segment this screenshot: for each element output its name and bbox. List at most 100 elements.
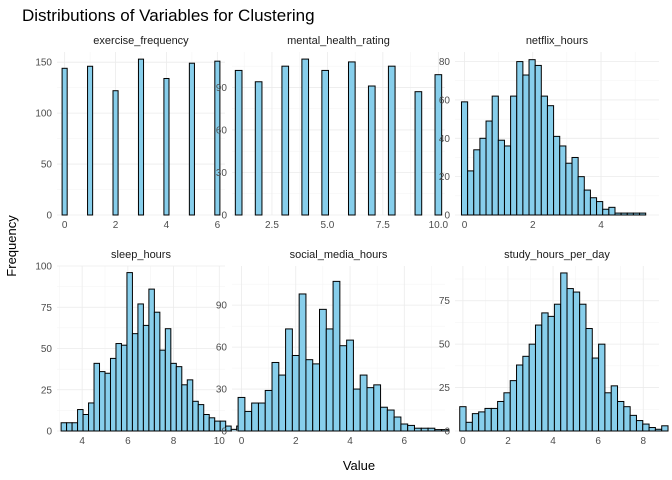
histogram-bar <box>339 345 348 432</box>
histogram-bar <box>244 410 253 432</box>
histogram-bar <box>237 396 246 432</box>
histogram-bar <box>639 212 647 216</box>
histogram-bar <box>203 414 210 432</box>
y-tick-label: 0 <box>46 211 52 222</box>
y-tick-label: 75 <box>439 296 451 307</box>
x-tick-label: 4 <box>598 220 604 231</box>
histogram-bar <box>560 272 568 432</box>
x-tick-label: 6 <box>595 436 601 447</box>
histogram-bar <box>589 197 598 216</box>
histogram-bar <box>540 95 548 216</box>
facet-strip-label: social_media_hours <box>290 249 388 261</box>
x-axis-title: Value <box>343 458 375 473</box>
histogram-bar <box>99 371 106 432</box>
histogram-bar <box>491 95 499 216</box>
y-tick-label: 100 <box>35 262 52 273</box>
y-tick-label: 25 <box>439 383 451 394</box>
histogram-bar <box>254 81 263 216</box>
histogram-bar <box>434 429 443 432</box>
histogram-bar <box>321 69 330 216</box>
histogram-bar <box>66 422 73 432</box>
histogram-bar <box>516 364 524 432</box>
histogram-bar <box>386 409 395 432</box>
histogram-bar <box>478 411 486 432</box>
histogram-bar <box>400 423 409 432</box>
histogram-bar <box>610 385 619 432</box>
x-tick-label: 2 <box>293 436 299 447</box>
histogram-bar <box>467 170 475 216</box>
x-tick-label: 0 <box>62 220 68 231</box>
histogram-bar <box>380 406 388 432</box>
histogram-bar <box>661 425 669 432</box>
histogram-bar <box>484 407 492 432</box>
histogram-bar <box>112 90 119 216</box>
histogram-bar <box>298 293 307 432</box>
histogram-bar <box>131 333 139 432</box>
histogram-bar <box>115 343 122 432</box>
histogram-bar <box>387 65 396 216</box>
histogram-bar <box>420 427 429 432</box>
histogram-bar <box>163 77 170 216</box>
y-axis-title: Frequency <box>4 215 19 277</box>
histogram-bar <box>572 291 581 432</box>
x-tick-label: 0 <box>460 436 466 447</box>
histogram-bar <box>93 362 101 432</box>
histogram-bar <box>281 65 290 216</box>
histogram-bar <box>393 416 402 432</box>
histogram-bar <box>264 389 273 432</box>
histogram-bar <box>510 95 518 216</box>
histogram-bar <box>522 355 530 432</box>
histogram-bar <box>654 428 663 432</box>
facet-strip-label: exercise_frequency <box>93 35 189 47</box>
y-tick-label: 75 <box>41 303 53 314</box>
histogram-bar <box>553 135 561 216</box>
histogram-bar <box>427 427 436 432</box>
histogram-bar <box>503 145 512 216</box>
histogram-bar <box>186 379 194 432</box>
y-tick-label: 20 <box>439 172 451 183</box>
histogram-bar <box>225 425 232 432</box>
histogram-bar <box>407 424 415 432</box>
histogram-bar <box>546 105 555 216</box>
y-tick-label: 30 <box>216 168 228 179</box>
histogram-bar <box>522 74 530 216</box>
histogram-bar <box>479 137 487 216</box>
histogram-bar <box>332 280 341 432</box>
histogram-bar <box>528 343 536 432</box>
histogram-bar <box>602 208 610 216</box>
y-tick-label: 60 <box>216 343 228 354</box>
histogram-bar <box>366 387 375 432</box>
histogram-bar <box>591 357 600 432</box>
y-tick-label: 50 <box>41 344 53 355</box>
y-tick-label: 0 <box>46 427 52 438</box>
histogram-bar <box>503 392 511 432</box>
histogram-bar <box>347 61 356 216</box>
facet-strip-label: study_hours_per_day <box>504 249 610 261</box>
histogram-bar <box>181 384 188 432</box>
histogram-bar <box>516 61 524 216</box>
histogram-bar <box>88 402 95 432</box>
histogram-bar <box>460 101 469 216</box>
histogram-bar <box>471 413 480 432</box>
histogram-bar <box>528 59 536 216</box>
facet-panel-netflix-hours: netflix_hours 0 20 40 60 80 0 2 4 <box>439 35 659 231</box>
y-tick-label: 25 <box>41 385 53 396</box>
histogram-bar <box>541 312 549 432</box>
histogram-bar <box>608 206 616 216</box>
histogram-bar <box>271 361 280 432</box>
histogram-bar <box>648 427 656 432</box>
y-tick-label: 60 <box>216 125 228 136</box>
x-tick-label: 2.5 <box>265 220 279 231</box>
histogram-bar <box>87 65 94 216</box>
y-tick-label: 80 <box>439 57 451 68</box>
chart-title: Distributions of Variables for Clusterin… <box>22 6 315 25</box>
x-tick-label: 0 <box>462 220 468 231</box>
x-tick-label: 7.5 <box>376 220 390 231</box>
histogram-bar <box>170 362 177 432</box>
histogram-bar <box>214 60 221 216</box>
histogram-bar <box>553 303 562 432</box>
histogram-bar <box>77 409 84 432</box>
histogram-bar <box>604 392 612 432</box>
